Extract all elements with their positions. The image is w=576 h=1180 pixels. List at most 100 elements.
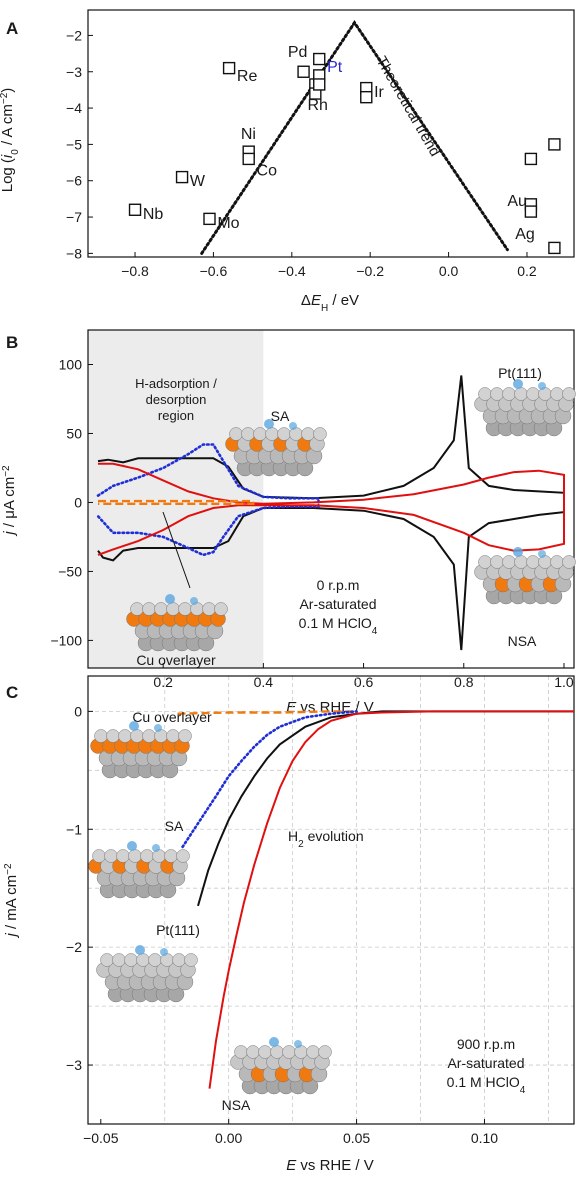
atom [202,602,216,616]
atom [478,555,492,569]
region-label-line2: desorption [146,392,207,407]
atom [277,427,291,441]
plot-frame-b [87,329,575,669]
atom [94,729,108,743]
series-line-c [197,710,574,907]
element-label: Mo [217,215,239,232]
panel-b: B 0.2 0.4 0.6 0.8 1.0 −100 −50 0 50 100 H-adsorp… [1,329,576,716]
plot-frame-a [87,9,575,258]
atom [265,427,279,441]
series-line-b [97,462,565,556]
x-tick-label-b: 1.0 [554,674,574,690]
hydrogen-atom [294,1040,302,1048]
y-tick-label-a: −6 [66,173,82,189]
hydrogen-atom [513,547,523,557]
crystal-icon-cu-c [90,721,192,779]
data-point [242,152,255,166]
crystal-icon-nsa-b [474,547,576,605]
panel-c: C −0.05 0.00 0.05 0.10 −3 −2 −1 0 Cu overlayer… [3,675,575,1174]
atom [550,555,564,569]
atom [253,427,267,441]
atom [112,953,126,967]
crystal-icon-pt111-b [474,379,576,437]
data-point [548,138,561,151]
x-axis-label-a: ΔEH / eV [301,292,359,314]
series-line-c [208,710,574,1089]
ar-label-b: Ar-saturated [299,596,376,612]
y-tick-label-b: 50 [66,425,82,441]
series-line-c [181,710,358,849]
hydrogen-atom [264,419,274,429]
atom [502,387,516,401]
atom [313,427,327,441]
data-point [313,52,326,66]
x-ticks-c: −0.05 0.00 0.05 0.10 [83,1119,498,1146]
hydrogen-atom [154,724,162,732]
atom [136,953,150,967]
atom [140,849,154,863]
atom [214,602,228,616]
atom [246,1045,260,1059]
data-point [313,78,326,91]
x-tick-label-a: 0.0 [439,263,459,279]
x-tick-label-b: 0.4 [254,674,274,690]
hydrogen-atom [538,550,546,558]
atom [92,849,106,863]
element-label: Ni [241,126,256,143]
x-ticks-a: −0.8 −0.6 −0.4 −0.2 0.0 0.2 [121,252,537,279]
hydrogen-atom [152,844,160,852]
y-tick-label-b: −50 [58,563,82,579]
y-tick-label-a: −4 [66,100,82,116]
hydrogen-atom [538,382,546,390]
data-point [128,203,142,216]
hydrogen-atom [160,948,168,956]
atom [550,387,564,401]
atom [562,387,576,401]
panel-label-a: A [6,19,18,38]
x-tick-label-a: −0.4 [278,263,306,279]
x-tick-label-c: 0.05 [343,1130,370,1146]
panel-label-c: C [6,683,18,702]
series-b [96,375,565,651]
element-label: Ag [515,226,535,243]
atom [176,849,190,863]
y-axis-label-a: Log (i0 / A cm−2) [0,88,21,193]
atom [234,1045,248,1059]
hydrogen-atom [269,1037,279,1047]
pt111-label-b: Pt(111) [498,365,542,381]
electrolyte-label-b: 0.1 M HClO4 [299,615,378,637]
nsa-label-c: NSA [222,1097,251,1113]
atom [106,729,120,743]
data-point [203,212,216,226]
atom [142,602,156,616]
cu-overlayer-label-b: Cu overlayer [136,652,216,668]
pt111-label-c: Pt(111) [156,922,200,938]
h2-evolution-label: H2 evolution [288,828,364,850]
x-tick-label-b: 0.8 [454,674,474,690]
rpm-label-c: 900 r.p.m [457,1036,515,1052]
element-label: Ir [374,84,384,101]
atom [241,427,255,441]
y-axis-label-c: j / mA cm−2 [3,863,21,939]
atom [318,1045,332,1059]
data-point [222,61,236,75]
atom [154,602,168,616]
x-axis-label-c: E vs RHE / V [286,1157,374,1174]
atom [562,555,576,569]
atom [118,729,132,743]
atom [490,555,504,569]
data-point [524,205,538,218]
y-tick-label-a: −8 [66,245,82,261]
ar-label-c: Ar-saturated [447,1055,524,1071]
series-line-c [177,710,357,715]
y-tick-label-a: −3 [66,64,82,80]
element-label: W [190,173,206,190]
y-tick-label-b: −100 [50,632,82,648]
atom [478,387,492,401]
series-c [177,710,574,1089]
data-point [297,65,310,78]
y-tick-label-a: −2 [66,27,82,43]
y-axis-label-b: j / μA cm−2 [1,465,19,537]
element-label: Re [237,68,258,85]
